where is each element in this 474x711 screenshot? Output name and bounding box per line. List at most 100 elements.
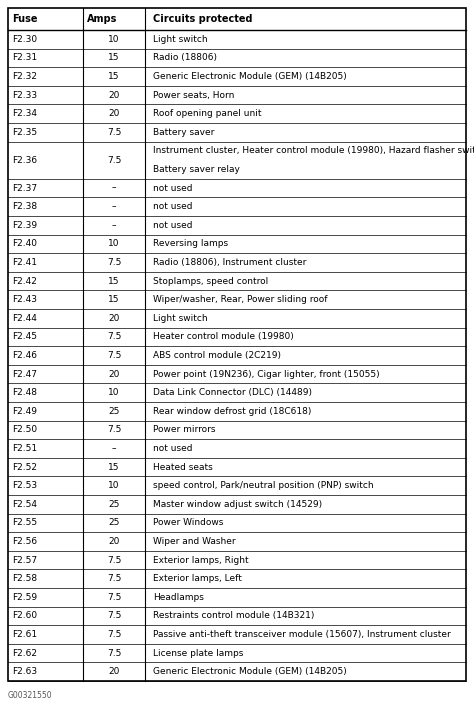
Text: Battery saver: Battery saver: [153, 128, 214, 137]
Text: 10: 10: [108, 481, 120, 490]
Text: Circuits protected: Circuits protected: [153, 14, 253, 24]
Text: 7.5: 7.5: [107, 574, 121, 583]
Text: Wiper/washer, Rear, Power sliding roof: Wiper/washer, Rear, Power sliding roof: [153, 295, 328, 304]
Text: F2.41: F2.41: [12, 258, 37, 267]
Text: F2.62: F2.62: [12, 648, 37, 658]
Text: Exterior lamps, Left: Exterior lamps, Left: [153, 574, 242, 583]
Text: 7.5: 7.5: [107, 648, 121, 658]
Text: –: –: [112, 183, 116, 193]
Text: Reversing lamps: Reversing lamps: [153, 240, 228, 248]
Text: F2.39: F2.39: [12, 221, 37, 230]
Text: F2.42: F2.42: [12, 277, 37, 286]
Text: Radio (18806): Radio (18806): [153, 53, 217, 63]
Text: 7.5: 7.5: [107, 128, 121, 137]
Text: not used: not used: [153, 221, 192, 230]
Text: Power point (19N236), Cigar lighter, front (15055): Power point (19N236), Cigar lighter, fro…: [153, 370, 380, 378]
Text: Rear window defrost grid (18C618): Rear window defrost grid (18C618): [153, 407, 311, 416]
Text: 20: 20: [109, 370, 120, 378]
Text: F2.33: F2.33: [12, 90, 37, 100]
Text: Data Link Connector (DLC) (14489): Data Link Connector (DLC) (14489): [153, 388, 312, 397]
Text: 15: 15: [108, 295, 120, 304]
Text: not used: not used: [153, 183, 192, 193]
Text: F2.35: F2.35: [12, 128, 37, 137]
Text: F2.57: F2.57: [12, 555, 37, 565]
Text: F2.43: F2.43: [12, 295, 37, 304]
Text: F2.55: F2.55: [12, 518, 37, 528]
Text: not used: not used: [153, 202, 192, 211]
Text: Power Windows: Power Windows: [153, 518, 223, 528]
Text: F2.30: F2.30: [12, 35, 37, 44]
Text: Fuse: Fuse: [12, 14, 37, 24]
Text: F2.49: F2.49: [12, 407, 37, 416]
Text: 7.5: 7.5: [107, 555, 121, 565]
Text: 7.5: 7.5: [107, 593, 121, 602]
Text: F2.34: F2.34: [12, 109, 37, 118]
Text: 25: 25: [109, 518, 120, 528]
Text: 10: 10: [108, 240, 120, 248]
Text: F2.47: F2.47: [12, 370, 37, 378]
Text: F2.63: F2.63: [12, 667, 37, 676]
Text: 7.5: 7.5: [107, 156, 121, 165]
Text: 7.5: 7.5: [107, 425, 121, 434]
Text: 7.5: 7.5: [107, 611, 121, 621]
Text: –: –: [112, 221, 116, 230]
Text: Power seats, Horn: Power seats, Horn: [153, 90, 234, 100]
Text: Passive anti-theft transceiver module (15607), Instrument cluster: Passive anti-theft transceiver module (1…: [153, 630, 451, 639]
Text: 15: 15: [108, 72, 120, 81]
Text: 7.5: 7.5: [107, 630, 121, 639]
Text: Radio (18806), Instrument cluster: Radio (18806), Instrument cluster: [153, 258, 306, 267]
Text: Exterior lamps, Right: Exterior lamps, Right: [153, 555, 249, 565]
Text: F2.52: F2.52: [12, 463, 37, 471]
Text: Light switch: Light switch: [153, 314, 208, 323]
Text: 25: 25: [109, 407, 120, 416]
Text: Roof opening panel unit: Roof opening panel unit: [153, 109, 262, 118]
Text: Master window adjust switch (14529): Master window adjust switch (14529): [153, 500, 322, 509]
Text: Heated seats: Heated seats: [153, 463, 213, 471]
Text: F2.54: F2.54: [12, 500, 37, 509]
Text: Restraints control module (14B321): Restraints control module (14B321): [153, 611, 314, 621]
Text: Power mirrors: Power mirrors: [153, 425, 216, 434]
Text: 10: 10: [108, 35, 120, 44]
Text: speed control, Park/neutral position (PNP) switch: speed control, Park/neutral position (PN…: [153, 481, 374, 490]
Text: –: –: [112, 202, 116, 211]
Text: F2.45: F2.45: [12, 333, 37, 341]
Text: G00321550: G00321550: [8, 691, 53, 700]
Text: 7.5: 7.5: [107, 258, 121, 267]
Text: F2.40: F2.40: [12, 240, 37, 248]
Text: Stoplamps, speed control: Stoplamps, speed control: [153, 277, 268, 286]
Text: F2.53: F2.53: [12, 481, 37, 490]
Text: Wiper and Washer: Wiper and Washer: [153, 537, 236, 546]
Text: –: –: [112, 444, 116, 453]
Text: Light switch: Light switch: [153, 35, 208, 44]
Text: 25: 25: [109, 500, 120, 509]
Text: 20: 20: [109, 667, 120, 676]
Text: F2.31: F2.31: [12, 53, 37, 63]
Text: F2.60: F2.60: [12, 611, 37, 621]
Text: License plate lamps: License plate lamps: [153, 648, 243, 658]
Text: 15: 15: [108, 277, 120, 286]
Text: 20: 20: [109, 314, 120, 323]
Text: F2.46: F2.46: [12, 351, 37, 360]
Text: 20: 20: [109, 537, 120, 546]
Text: Instrument cluster, Heater control module (19980), Hazard flasher switch,: Instrument cluster, Heater control modul…: [153, 146, 474, 156]
Text: F2.51: F2.51: [12, 444, 37, 453]
Text: F2.61: F2.61: [12, 630, 37, 639]
Text: F2.36: F2.36: [12, 156, 37, 165]
Text: 15: 15: [108, 463, 120, 471]
Text: F2.38: F2.38: [12, 202, 37, 211]
Text: F2.32: F2.32: [12, 72, 37, 81]
Text: 7.5: 7.5: [107, 333, 121, 341]
Text: Generic Electronic Module (GEM) (14B205): Generic Electronic Module (GEM) (14B205): [153, 72, 347, 81]
Text: not used: not used: [153, 444, 192, 453]
Text: Heater control module (19980): Heater control module (19980): [153, 333, 294, 341]
Text: 7.5: 7.5: [107, 351, 121, 360]
Text: F2.58: F2.58: [12, 574, 37, 583]
Text: Generic Electronic Module (GEM) (14B205): Generic Electronic Module (GEM) (14B205): [153, 667, 347, 676]
Text: 10: 10: [108, 388, 120, 397]
Text: 20: 20: [109, 109, 120, 118]
Text: F2.37: F2.37: [12, 183, 37, 193]
Text: Battery saver relay: Battery saver relay: [153, 165, 240, 174]
Text: Amps: Amps: [87, 14, 118, 24]
Text: F2.50: F2.50: [12, 425, 37, 434]
Text: Headlamps: Headlamps: [153, 593, 204, 602]
